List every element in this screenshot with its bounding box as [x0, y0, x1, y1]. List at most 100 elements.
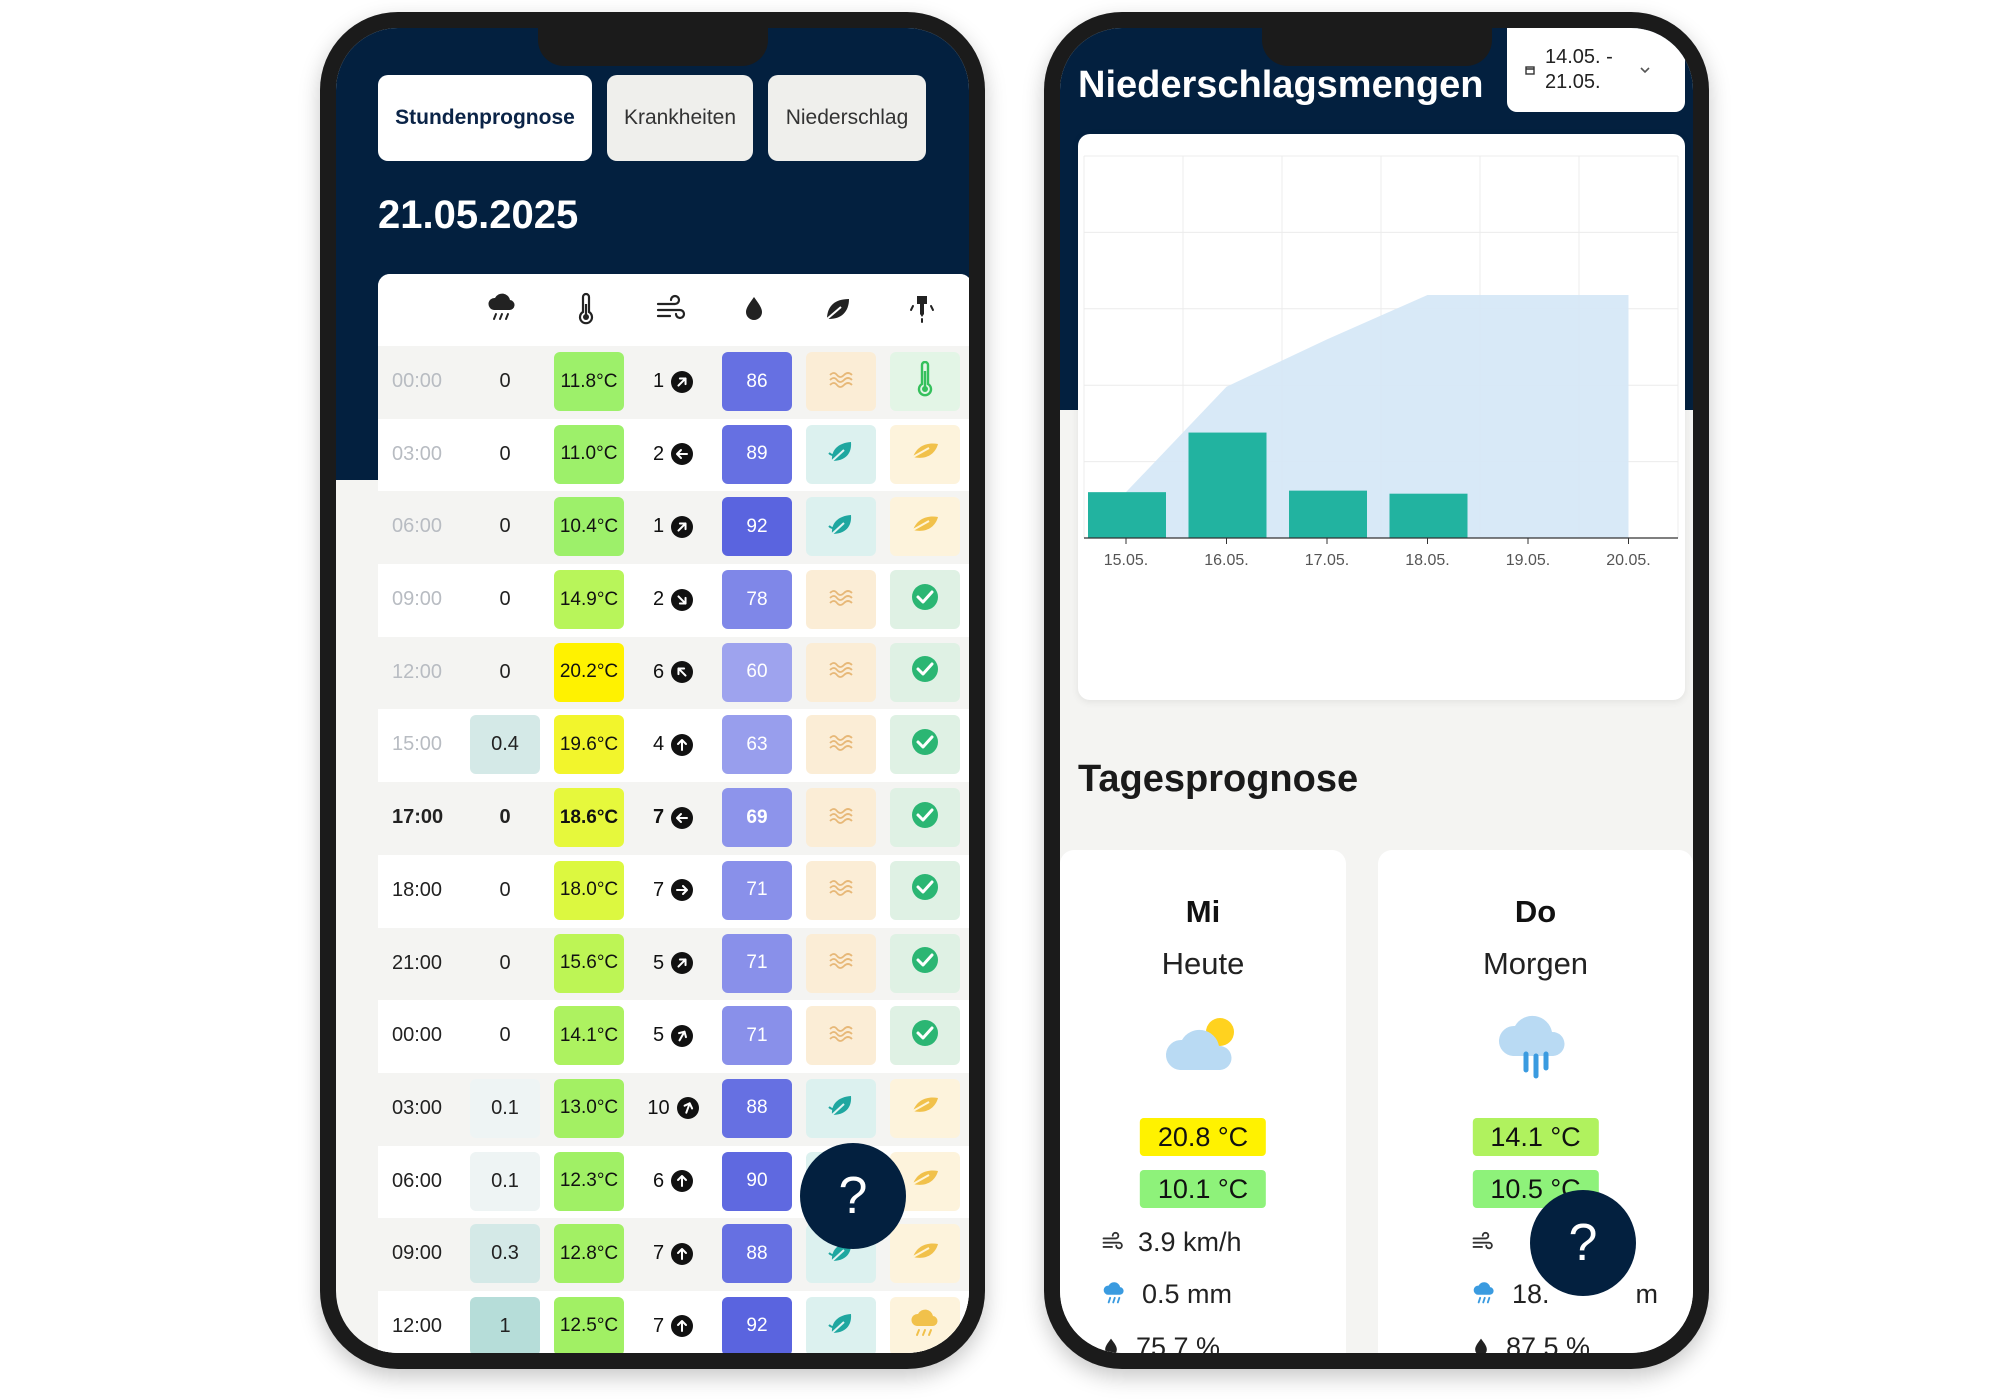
check-circle-icon [910, 945, 940, 981]
hourly-forecast-table: 00:00 0 11.8°C 1 86 03:00 0 11.0°C 2 89 06:00 0 10.4… [378, 274, 969, 1353]
row-precipitation: 0.4 [470, 715, 540, 775]
rain-value: 0.5 mm [1142, 1278, 1233, 1309]
row-time: 17:00 [392, 806, 444, 829]
row-spray-status [890, 860, 960, 920]
leaf-warning-icon [909, 510, 941, 544]
row-spray-status [890, 424, 960, 484]
row-disease-risk [806, 1078, 876, 1138]
leaf-warning-icon [909, 437, 941, 471]
humidity-metric: 87.5 % [1470, 1329, 1590, 1353]
temp-min: 10.1 °C [1139, 1170, 1267, 1208]
row-wind: 7 [638, 788, 708, 847]
wind-direction-icon [671, 370, 694, 393]
chart-title: Niederschlagsmengen [1078, 64, 1484, 106]
rain-cloud-icon [1498, 1015, 1565, 1079]
row-wind: 4 [638, 715, 708, 775]
phone-notch [1261, 28, 1492, 66]
wind-speed: 2 [652, 442, 665, 465]
row-time: 06:00 [392, 515, 443, 538]
row-temperature: 14.9°C [554, 570, 624, 630]
row-precipitation: 1 [470, 1296, 540, 1353]
table-row: 00:00 0 14.1°C 5 71 [378, 1000, 969, 1073]
wind-direction-icon [671, 1170, 694, 1193]
row-humidity: 71 [722, 1006, 792, 1066]
precipitation-chart-svg: 15.05. 16.05. 17.05. 18.05. 19.05. 20.05. [1083, 155, 1679, 569]
check-circle-icon [910, 582, 940, 618]
page-title: 21.05.2025 [378, 193, 579, 237]
row-humidity: 63 [722, 715, 792, 775]
row-spray-status [890, 642, 960, 702]
table-row: 15:00 0.4 19.6°C 4 63 [378, 709, 969, 783]
leaf-warning-icon [909, 1091, 941, 1125]
calendar-icon [1525, 66, 1535, 75]
day-card-tomorrow[interactable]: Do Morgen 14.1 °C 10.5 °C 18. m 87.5 % [1378, 850, 1693, 1353]
row-temperature: 19.6°C [554, 715, 624, 775]
spray-nozzle-icon [910, 296, 934, 323]
row-time: 03:00 [392, 1096, 443, 1119]
humidity-drop-icon [1105, 1338, 1117, 1353]
wind-metric: 3.9 km/h [1100, 1224, 1242, 1260]
row-disease-risk [806, 570, 876, 630]
row-humidity: 90 [722, 1151, 792, 1211]
row-disease-risk [806, 497, 876, 557]
row-temperature: 11.8°C [554, 352, 624, 411]
row-spray-status [890, 715, 960, 775]
wind-icon [1472, 1231, 1493, 1250]
row-precipitation: 0 [499, 442, 511, 465]
row-temperature: 12.8°C [554, 1224, 624, 1284]
wind-direction-icon [671, 1315, 694, 1338]
help-button[interactable]: ? [800, 1143, 906, 1249]
row-disease-risk [806, 860, 876, 920]
tab-niederschlag[interactable]: Niederschlag [768, 75, 926, 161]
wind-direction-icon [671, 1242, 694, 1265]
row-spray-status [890, 570, 960, 630]
rain-metric: 18. m [1470, 1276, 1658, 1312]
row-wind: 5 [638, 1006, 708, 1065]
row-spray-status [890, 1224, 960, 1284]
table-row: 09:00 0 14.9°C 2 78 [378, 564, 969, 637]
tab-krankheiten[interactable]: Krankheiten [607, 75, 753, 161]
wind-metric [1470, 1224, 1494, 1260]
tab-stundenprognose[interactable]: Stundenprognose [378, 75, 592, 161]
table-row: 09:00 0.3 12.8°C 7 88 [378, 1218, 969, 1291]
table-row: 06:00 0 10.4°C 1 92 [378, 491, 969, 564]
wind-speed: 6 [652, 660, 665, 683]
screen-precipitation: Niederschlagsmengen 14.05. - 21.05. 15.0… [1060, 28, 1693, 1353]
row-wind: 10 [638, 1079, 708, 1138]
row-temperature: 12.3°C [554, 1151, 624, 1211]
row-precipitation: 0 [499, 878, 511, 901]
row-wind: 6 [638, 1152, 708, 1211]
thermometer-icon [915, 360, 935, 403]
help-button[interactable]: ? [1530, 1190, 1636, 1296]
wind-direction-icon [671, 1024, 694, 1047]
leaf-icon [826, 299, 849, 320]
humidity-value: 87.5 % [1506, 1331, 1591, 1354]
temp-max: 20.8 °C [1139, 1118, 1267, 1156]
bar-17.05. [1289, 490, 1367, 538]
wave-icon [828, 877, 854, 903]
row-wind: 1 [638, 497, 708, 556]
precipitation-chart: 15.05. 16.05. 17.05. 18.05. 19.05. 20.05. [1078, 134, 1685, 700]
daily-forecast-title: Tagesprognose [1078, 758, 1359, 800]
row-precipitation: 0 [499, 951, 511, 974]
phone-notch [537, 28, 768, 66]
table-row: 18:00 0 18.0°C 7 71 [378, 854, 969, 928]
table-body: 00:00 0 11.8°C 1 86 03:00 0 11.0°C 2 89 06:00 0 10.4… [378, 346, 969, 1353]
table-row: 00:00 0 11.8°C 1 86 [378, 346, 969, 419]
check-circle-icon [910, 727, 940, 763]
wave-icon [828, 659, 854, 685]
row-precipitation: 0 [499, 515, 511, 538]
day-card-today[interactable]: Mi Heute 20.8 °C 10.1 °C 3.9 km/h 0.5 mm… [1060, 850, 1346, 1353]
date-range-select[interactable]: 14.05. - 21.05. [1507, 28, 1685, 112]
row-precipitation: 0 [499, 588, 511, 611]
row-disease-risk [806, 1006, 876, 1066]
row-time: 00:00 [392, 1024, 443, 1047]
wind-speed: 10 [647, 1096, 670, 1119]
table-row: 21:00 0 15.6°C 5 71 [378, 928, 969, 1001]
leaf-icon [826, 1309, 856, 1343]
row-precipitation: 0.3 [470, 1224, 540, 1284]
wave-icon [828, 587, 854, 613]
row-wind: 7 [638, 1297, 708, 1353]
row-precipitation: 0.1 [470, 1151, 540, 1211]
row-disease-risk [806, 933, 876, 993]
